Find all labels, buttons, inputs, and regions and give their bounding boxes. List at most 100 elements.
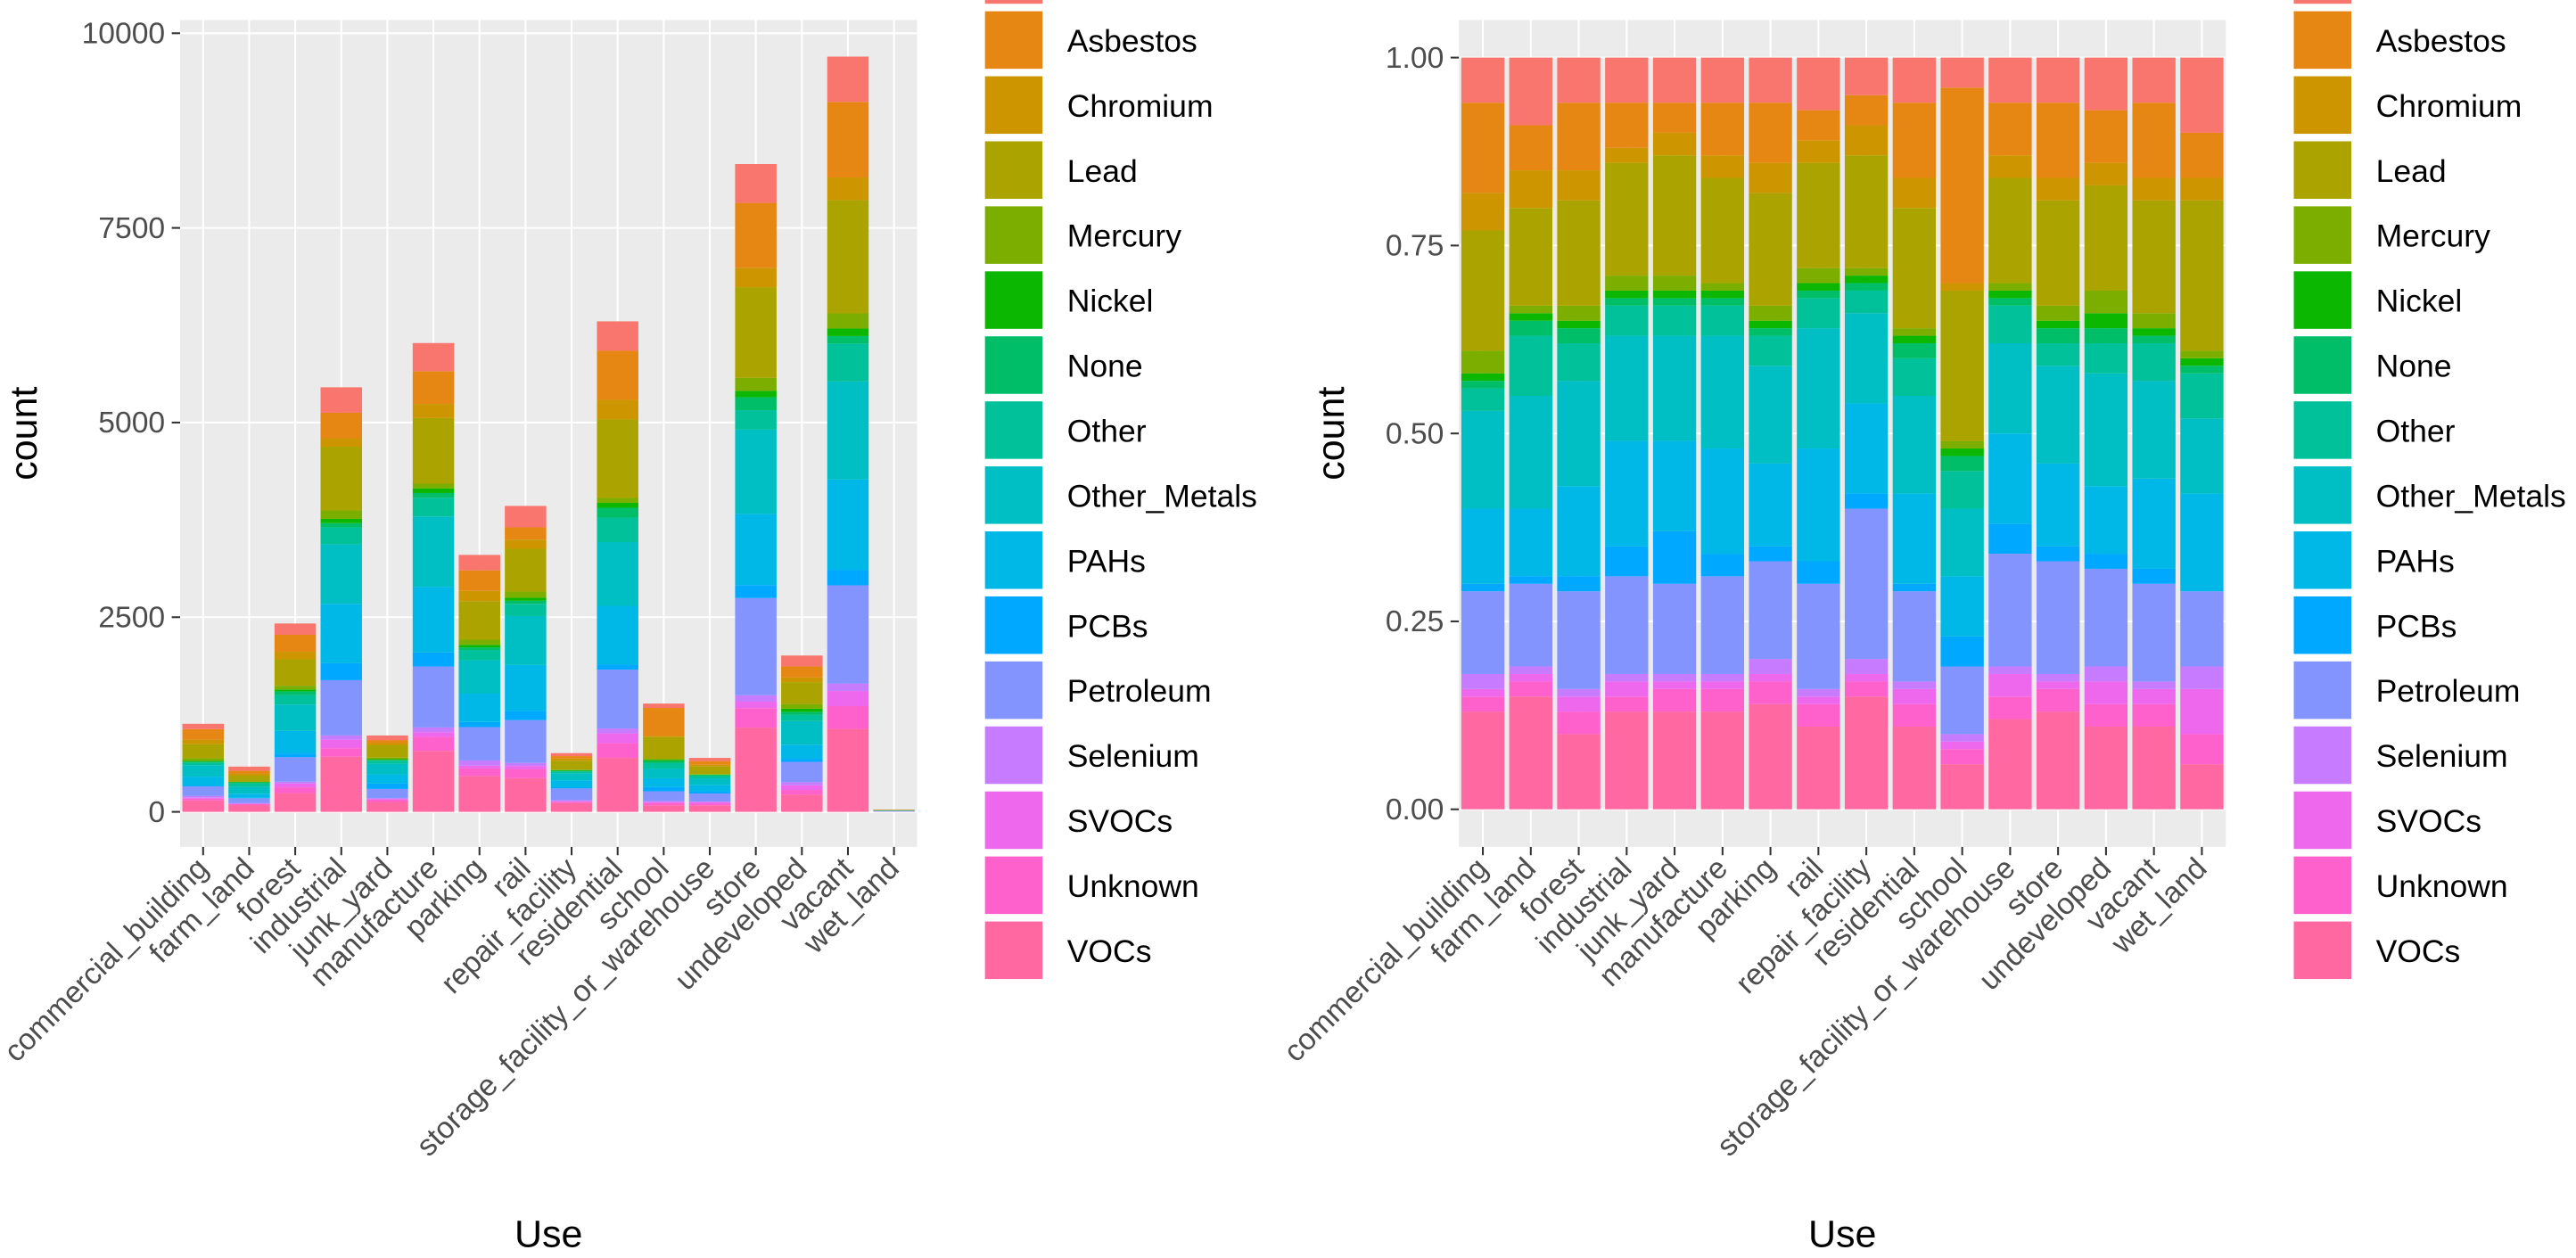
bar-segment bbox=[320, 518, 363, 523]
bar-segment bbox=[827, 570, 869, 586]
bar-segment bbox=[412, 732, 455, 737]
bar-segment bbox=[781, 794, 823, 812]
bar-segment bbox=[274, 730, 317, 754]
bar-segment bbox=[1797, 328, 1840, 449]
bar-segment bbox=[1652, 681, 1697, 689]
bar-segment bbox=[2180, 764, 2224, 810]
bar-segment bbox=[274, 753, 317, 758]
bar-segment bbox=[1461, 508, 1505, 584]
bar-segment bbox=[1605, 440, 1649, 547]
bar-segment bbox=[1557, 576, 1601, 592]
bar-segment bbox=[735, 728, 777, 812]
bar-segment bbox=[1461, 410, 1505, 509]
bar-segment bbox=[1988, 523, 2032, 555]
bar-segment bbox=[1940, 283, 1984, 291]
bar-segment bbox=[1988, 719, 2032, 810]
bar-segment bbox=[643, 708, 685, 736]
bar-segment bbox=[1988, 290, 2032, 299]
bar-segment bbox=[1940, 290, 1984, 441]
bar-segment bbox=[1797, 726, 1840, 810]
bar-segment bbox=[505, 600, 547, 604]
bar-segment bbox=[1509, 125, 1552, 171]
bar-segment bbox=[2132, 681, 2176, 689]
bar-segment bbox=[320, 387, 363, 413]
bar-segment bbox=[2180, 373, 2224, 419]
bar-segment bbox=[643, 761, 685, 763]
legend-label: PAHs bbox=[1067, 543, 1146, 579]
bar-segment bbox=[1605, 711, 1649, 810]
bar-segment bbox=[1557, 688, 1601, 697]
legend-swatch bbox=[2291, 918, 2354, 982]
bar-segment bbox=[1892, 591, 1937, 682]
bar-segment bbox=[366, 743, 408, 746]
y-tick-label: 0.00 bbox=[1386, 793, 1444, 826]
bar-segment bbox=[1749, 673, 1792, 682]
bar-segment bbox=[1557, 711, 1601, 735]
y-axis-title: count bbox=[3, 387, 45, 481]
legend-label: Other_Metals bbox=[2376, 478, 2566, 514]
bar-segment bbox=[274, 691, 317, 695]
bar-segment bbox=[228, 804, 270, 812]
bar-segment bbox=[735, 585, 777, 598]
bar-segment bbox=[550, 771, 593, 774]
bar-segment bbox=[505, 664, 547, 711]
bar-segment bbox=[688, 761, 731, 765]
bar-segment bbox=[366, 735, 408, 741]
bar-segment bbox=[735, 514, 777, 586]
bar-segment bbox=[274, 689, 317, 692]
bar-segment bbox=[1797, 110, 1840, 141]
bar-segment bbox=[1797, 298, 1840, 329]
bar-segment bbox=[1557, 486, 1601, 577]
bar-segment bbox=[1461, 591, 1505, 674]
bar-segment bbox=[2084, 162, 2128, 185]
bar-segment bbox=[781, 761, 823, 783]
bar-segment bbox=[182, 785, 225, 786]
bar-segment bbox=[1652, 673, 1697, 682]
bar-segment bbox=[827, 313, 869, 329]
bar-segment bbox=[1700, 554, 1745, 577]
bar-segment bbox=[1652, 335, 1697, 441]
legend-swatch bbox=[982, 594, 1045, 657]
bar-segment bbox=[1940, 448, 1984, 456]
bar-segment bbox=[1509, 681, 1552, 697]
bar-segment bbox=[1652, 688, 1697, 712]
bar-segment bbox=[274, 623, 317, 636]
bar-segment bbox=[1844, 508, 1889, 660]
bar-segment bbox=[2084, 57, 2128, 111]
bar-segment bbox=[366, 740, 408, 744]
legend-swatch bbox=[2291, 333, 2354, 397]
bar-segment bbox=[274, 783, 317, 788]
bar-segment bbox=[643, 786, 685, 792]
bar-segment bbox=[597, 743, 638, 759]
bar-segment bbox=[1797, 696, 1840, 704]
bar-segment bbox=[1749, 193, 1792, 306]
bar-segment bbox=[827, 381, 869, 480]
bar-segment bbox=[1652, 57, 1697, 103]
x-axis-title: Use bbox=[1808, 1213, 1876, 1256]
bar-segment bbox=[2132, 688, 2176, 704]
bar-segment bbox=[1509, 673, 1552, 682]
bar-segment bbox=[1892, 703, 1937, 727]
bar-segment bbox=[1797, 283, 1840, 291]
bar-segment bbox=[228, 797, 270, 799]
bar-segment bbox=[412, 736, 455, 752]
bar-segment bbox=[1797, 583, 1840, 689]
legend-label: PCBs bbox=[2376, 608, 2457, 644]
legend-label: PAHs bbox=[2376, 543, 2455, 579]
bar-segment bbox=[2084, 726, 2128, 810]
bar-segment bbox=[597, 758, 638, 812]
bar-segment bbox=[1557, 696, 1601, 712]
bar-segment bbox=[2036, 463, 2080, 547]
bar-segment bbox=[1940, 57, 1984, 88]
bar-segment bbox=[2132, 726, 2176, 810]
bar-segment bbox=[1797, 267, 1840, 284]
y-axis-title: count bbox=[1310, 387, 1353, 481]
bar-segment bbox=[2180, 666, 2224, 689]
bar-segment bbox=[366, 798, 408, 800]
bar-segment bbox=[550, 761, 593, 770]
bar-segment bbox=[1652, 132, 1697, 156]
bar-segment bbox=[688, 805, 731, 812]
bar-segment bbox=[320, 679, 363, 736]
bar-segment bbox=[2084, 110, 2128, 163]
bar-segment bbox=[1940, 741, 1984, 750]
